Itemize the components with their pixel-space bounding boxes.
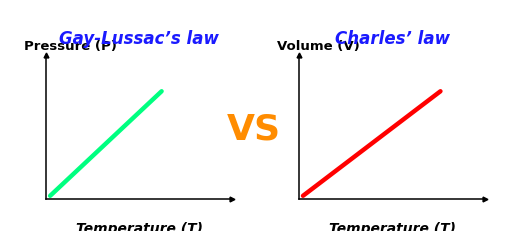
Title: Charles’ law: Charles’ law	[335, 30, 449, 48]
Text: VS: VS	[227, 112, 281, 146]
Text: Pressure (P): Pressure (P)	[24, 40, 117, 53]
Title: Gay-Lussac’s law: Gay-Lussac’s law	[59, 30, 219, 48]
Text: Temperature (T): Temperature (T)	[76, 222, 203, 231]
Text: Volume (V): Volume (V)	[277, 40, 360, 53]
Text: Temperature (T): Temperature (T)	[329, 222, 456, 231]
